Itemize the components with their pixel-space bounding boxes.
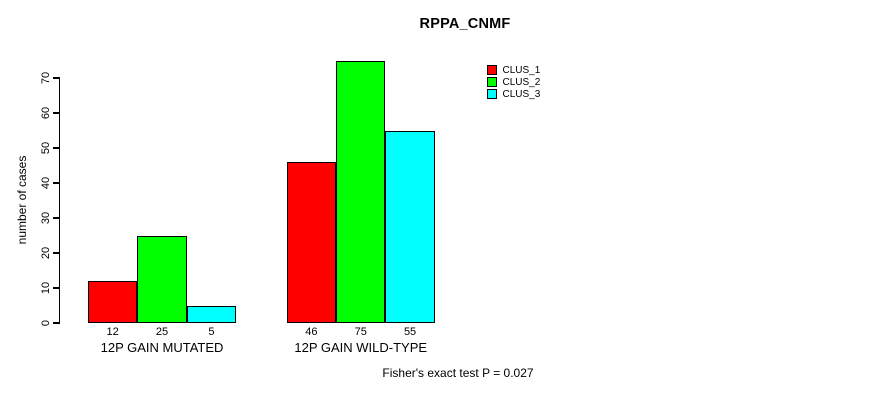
legend-swatch-icon: [487, 89, 497, 99]
legend-label: CLUS_1: [502, 64, 541, 76]
bar-clus_1-group2: [286, 162, 337, 323]
bar-clus_1-group1: [88, 281, 138, 323]
y-axis-tick-label: 0: [39, 319, 52, 327]
y-axis-line: [58, 78, 61, 323]
y-axis-tick: [52, 287, 60, 289]
y-axis-tick-label: 40: [39, 176, 52, 190]
y-axis-tick-label: 20: [39, 246, 52, 260]
annotation-text: Fisher's exact test P = 0.027: [382, 366, 534, 380]
legend-item-clus_3: CLUS_3: [487, 88, 540, 100]
y-axis-tick-label: 60: [39, 106, 52, 120]
bar-clus_2-group2: [336, 60, 386, 323]
category-label: 12P GAIN WILD-TYPE: [294, 339, 428, 355]
bar-value-label: 46: [305, 326, 318, 338]
bar-value-label: 12: [106, 326, 119, 338]
bar-clus_2-group1: [137, 235, 187, 323]
legend-swatch-icon: [487, 65, 497, 75]
legend-label: CLUS_2: [502, 76, 541, 88]
y-axis-tick: [52, 112, 60, 114]
bar-clus_3-group2: [385, 130, 435, 323]
y-axis-tick: [52, 182, 60, 184]
bar-value-label: 75: [354, 326, 367, 338]
y-axis-tick: [52, 77, 60, 79]
legend: CLUS_1 CLUS_2 CLUS_3: [487, 64, 540, 100]
category-label: 12P GAIN MUTATED: [100, 339, 224, 355]
y-axis-tick-label: 30: [39, 211, 52, 225]
bar-clus_3-group1: [186, 305, 237, 323]
y-axis-tick-label: 50: [39, 141, 52, 155]
legend-swatch-icon: [487, 77, 497, 87]
bar-value-label: 25: [155, 326, 169, 338]
legend-item-clus_2: CLUS_2: [487, 76, 540, 88]
chart-title: RPPA_CNMF: [419, 16, 511, 32]
bar-value-label: 55: [403, 326, 417, 338]
y-axis-tick: [52, 252, 60, 254]
y-axis-tick: [52, 322, 60, 324]
y-axis-tick-label: 70: [39, 71, 52, 85]
legend-label: CLUS_3: [502, 88, 541, 100]
y-axis-tick: [52, 147, 60, 149]
bar-value-label: 5: [208, 326, 215, 338]
y-axis-tick-label: 10: [39, 281, 52, 295]
y-axis-tick: [52, 217, 60, 219]
legend-item-clus_1: CLUS_1: [487, 64, 540, 76]
